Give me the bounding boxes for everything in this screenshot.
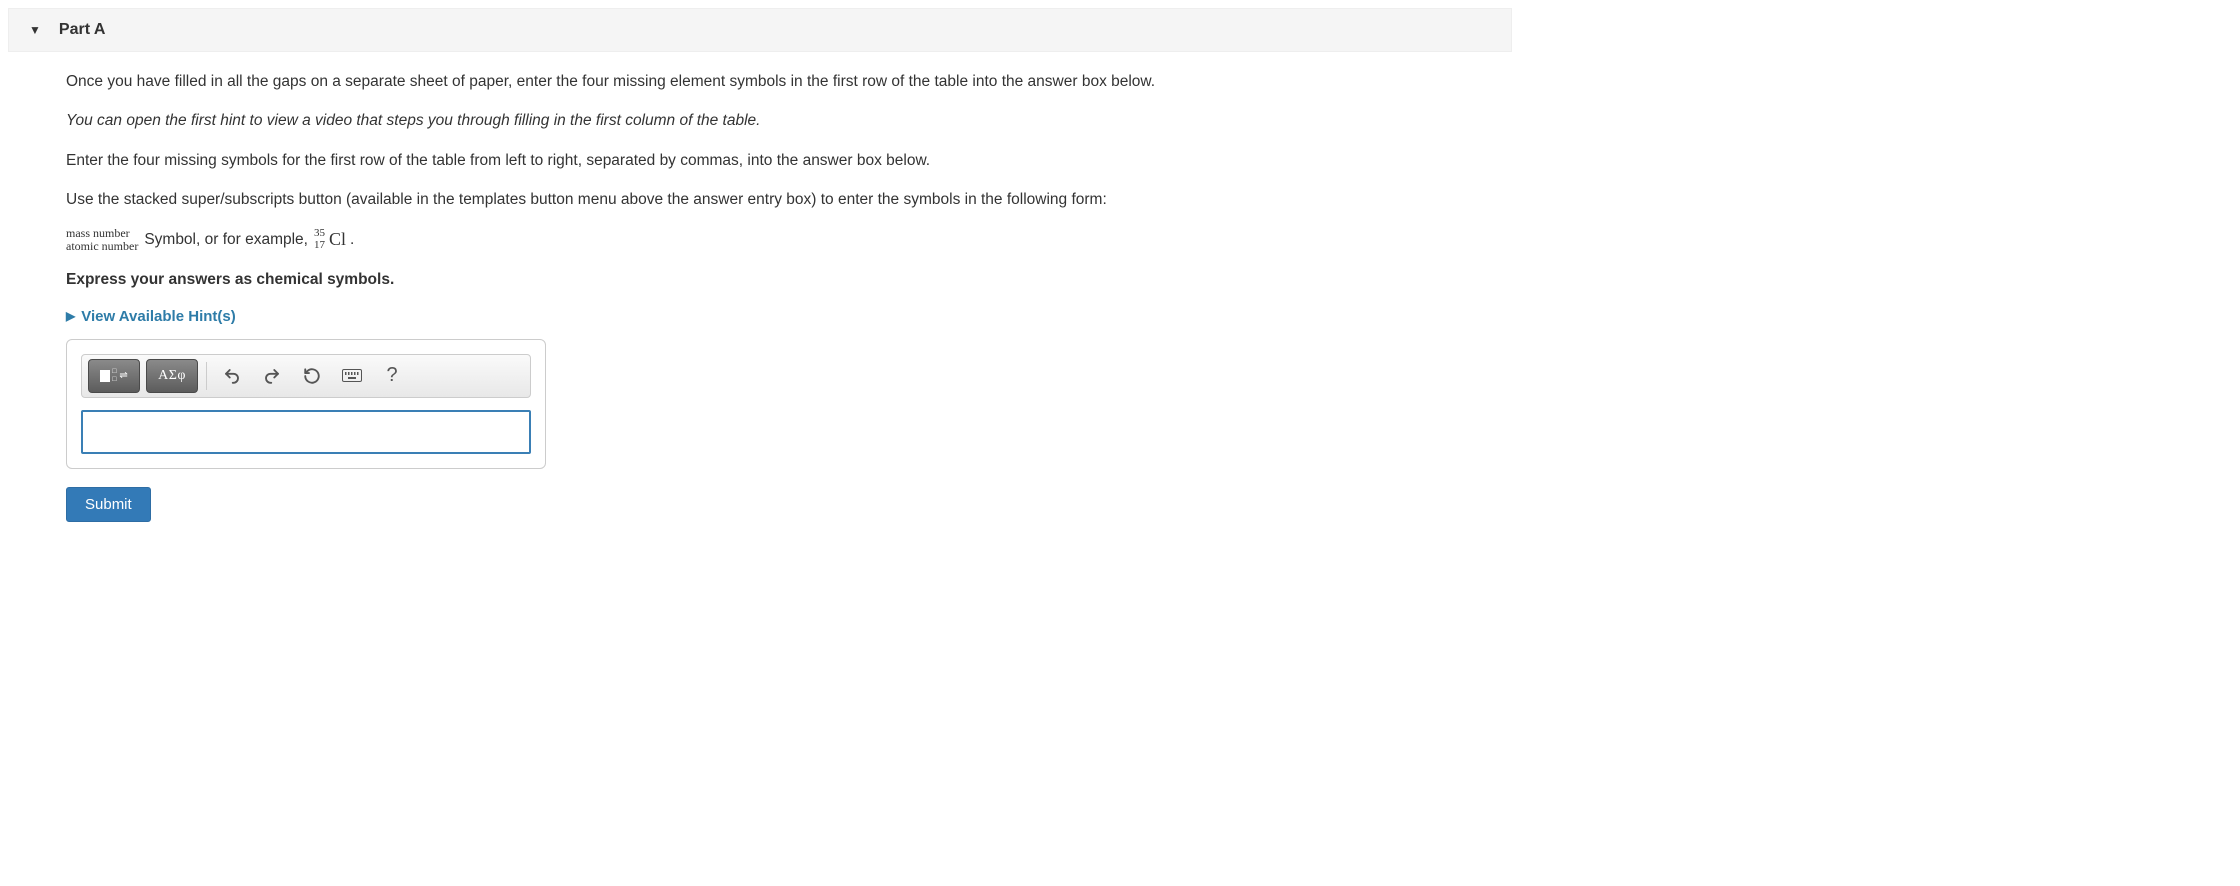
reset-button[interactable] (295, 359, 329, 393)
formula-atomic-number: atomic number (66, 240, 138, 253)
templates-icon: □□ ⇌ (100, 368, 128, 383)
bold-instruction: Express your answers as chemical symbols… (66, 268, 1454, 291)
formula-ex-atomic: 17 (314, 240, 325, 252)
redo-icon (263, 367, 281, 385)
templates-button[interactable]: □□ ⇌ (88, 359, 140, 393)
formula-mid-text: Symbol, or for example, (144, 231, 308, 249)
instruction-p1: Once you have filled in all the gaps on … (66, 70, 1454, 93)
reset-icon (303, 367, 321, 385)
formula-mass-number: mass number (66, 227, 138, 240)
instruction-p3: Enter the four missing symbols for the f… (66, 149, 1454, 172)
submit-label: Submit (85, 496, 132, 513)
formula-period: . (350, 231, 354, 249)
formula-ex-mass: 35 (314, 228, 325, 240)
instruction-p2: You can open the first hint to view a vi… (66, 109, 1454, 132)
formula-example: mass number atomic number Symbol, or for… (66, 227, 1454, 252)
help-button[interactable]: ? (375, 359, 409, 393)
collapse-triangle-icon: ▼ (29, 23, 41, 37)
instruction-p4: Use the stacked super/subscripts button … (66, 188, 1454, 211)
help-icon: ? (386, 364, 397, 387)
part-header[interactable]: ▼ Part A (8, 8, 1512, 52)
part-title: Part A (59, 21, 106, 39)
formula-ex-symbol: Cl (329, 229, 346, 250)
undo-button[interactable] (215, 359, 249, 393)
view-hints-link[interactable]: ▶ View Available Hint(s) (66, 308, 236, 325)
hints-label: View Available Hint(s) (81, 308, 236, 325)
toolbar-separator (206, 362, 207, 390)
expand-triangle-icon: ▶ (66, 309, 75, 323)
redo-button[interactable] (255, 359, 289, 393)
answer-input[interactable] (81, 410, 531, 454)
undo-icon (223, 367, 241, 385)
keyboard-button[interactable] (335, 359, 369, 393)
answer-toolbar: □□ ⇌ ΑΣφ (81, 354, 531, 398)
submit-button[interactable]: Submit (66, 487, 151, 522)
keyboard-icon (342, 369, 362, 382)
greek-label: ΑΣφ (158, 368, 186, 384)
answer-box: □□ ⇌ ΑΣφ (66, 339, 546, 469)
greek-letters-button[interactable]: ΑΣφ (146, 359, 198, 393)
